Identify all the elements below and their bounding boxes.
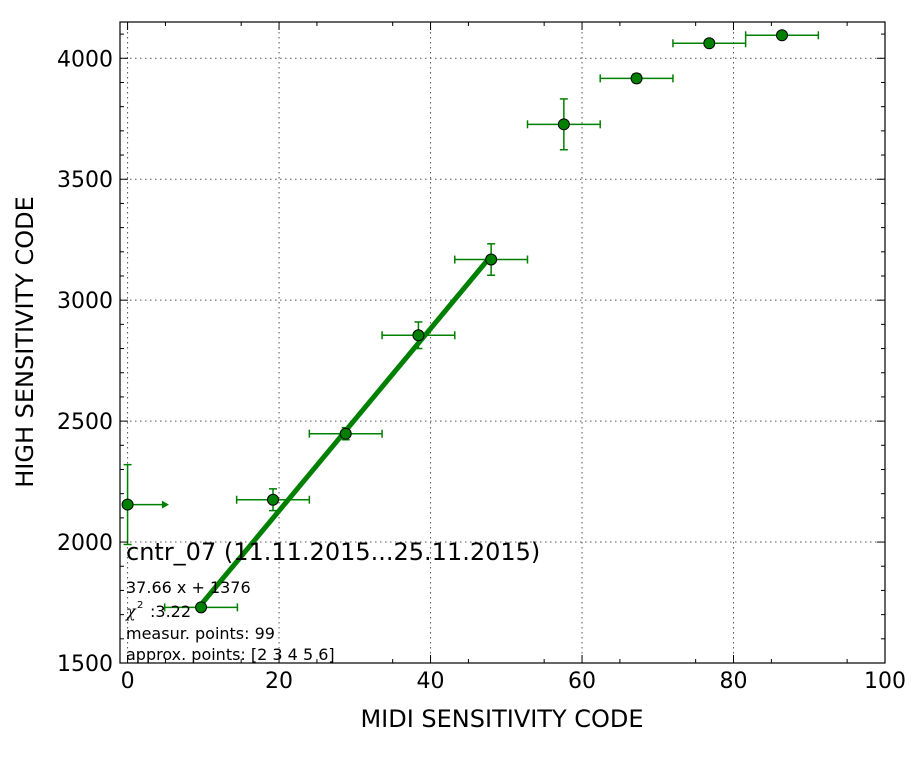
x-axis-label: MIDI SENSITIVITY CODE	[360, 705, 643, 733]
annotation-chi-symbol: χ	[125, 602, 137, 621]
x-tick-label: 40	[417, 669, 445, 694]
annotation-title: cntr_07 (11.11.2015...25.11.2015)	[126, 538, 540, 566]
data-point	[195, 601, 208, 614]
annotation-chi-value: :3.22	[150, 602, 191, 621]
data-point	[703, 37, 716, 50]
x-tick-label: 60	[568, 669, 596, 694]
data-point	[339, 427, 352, 440]
y-tick-label: 4000	[57, 47, 113, 72]
data-point	[267, 493, 279, 506]
grid-layer	[120, 22, 885, 663]
annotation-measured-points: measur. points: 99	[126, 624, 275, 643]
marker-layer	[121, 29, 788, 614]
y-tick-label: 1500	[57, 652, 113, 677]
data-point	[775, 29, 788, 42]
x-tick-label: 0	[121, 669, 135, 694]
data-point	[557, 118, 570, 131]
annotation-approx-points: approx. points: [2 3 4 5 6]	[126, 645, 335, 664]
y-axis-label: HIGH SENSITIVITY CODE	[11, 196, 39, 488]
data-point	[412, 329, 425, 342]
y-tick-label: 2000	[57, 531, 113, 556]
tick-layer	[120, 22, 886, 664]
annotation-block: cntr_07 (11.11.2015...25.11.2015) 37.66 …	[125, 538, 540, 664]
y-tick-label: 3000	[57, 289, 113, 314]
x-tick-label: 80	[720, 669, 748, 694]
plot-frame	[119, 21, 886, 664]
annotation-equation: 37.66 x + 1376	[126, 578, 251, 597]
data-point	[121, 498, 134, 511]
x-error-arrow	[161, 500, 169, 509]
data-point	[485, 253, 498, 266]
x-tick-label: 20	[265, 669, 293, 694]
data-point	[630, 72, 643, 85]
y-tick-label: 2500	[57, 410, 113, 435]
annotation-chi-exponent: 2	[137, 600, 143, 611]
tick-label-layer: 0 20 40 60 80 100 1500 2000 2500 3000 3500 4000	[57, 47, 906, 694]
y-tick-label: 3500	[57, 168, 113, 193]
x-tick-label: 100	[864, 669, 906, 694]
